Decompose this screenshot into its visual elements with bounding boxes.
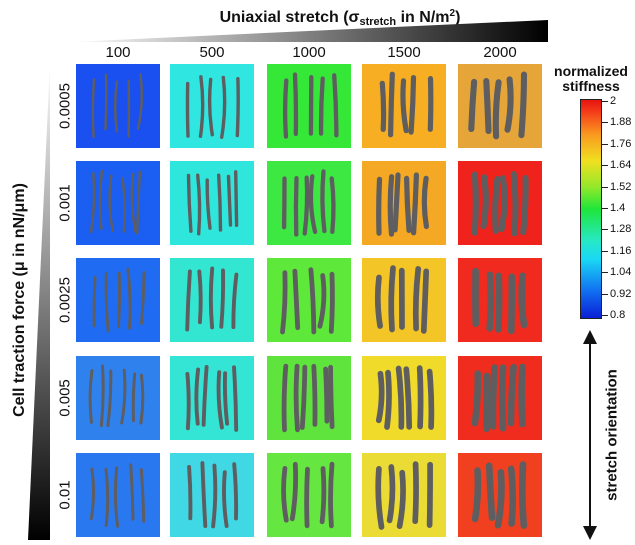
column-label: 1000: [292, 44, 326, 61]
simulation-cell: [170, 64, 254, 148]
colorbar-tick: [602, 165, 608, 167]
simulation-cell: [362, 258, 446, 342]
simulation-cell: [362, 356, 446, 440]
colorbar-tick: [602, 293, 608, 295]
colorbar-tick-label: 1.4: [610, 202, 626, 214]
row-label: 0.0005: [56, 83, 74, 129]
simulation-cell: [76, 64, 160, 148]
simulation-cell: [170, 453, 254, 537]
stretch-gradient-wedge: [70, 20, 548, 42]
simulation-cell: [170, 161, 254, 245]
colorbar-tick: [602, 143, 608, 145]
traction-gradient-wedge: [28, 62, 50, 540]
simulation-cell: [362, 453, 446, 537]
simulation-cell: [170, 356, 254, 440]
colorbar-tick: [602, 250, 608, 252]
simulation-cell: [267, 258, 351, 342]
column-label: 1500: [387, 44, 421, 61]
simulation-cell: [458, 64, 542, 148]
colorbar-tick-label: 1.64: [610, 159, 632, 172]
colorbar-tick-label: 0.92: [610, 287, 632, 300]
simulation-cell: [170, 258, 254, 342]
simulation-cell: [76, 258, 160, 342]
simulation-cell: [362, 64, 446, 148]
double-arrow-icon: [583, 330, 597, 540]
stretch-axis-title: Uniaxial stretch (σstretch in N/m2): [219, 8, 461, 28]
colorbar-tick-label: 1.76: [610, 137, 632, 150]
row-label: 0.0025: [56, 277, 74, 323]
simulation-cell: [267, 356, 351, 440]
row-label: 0.001: [56, 184, 74, 222]
colorbar-tick-label: 1.52: [610, 180, 632, 193]
colorbar-tick: [602, 229, 608, 231]
simulation-cell: [458, 161, 542, 245]
column-label: 500: [199, 44, 225, 61]
colorbar-tick: [602, 208, 608, 209]
simulation-cell: [267, 453, 351, 537]
stretch-orientation-label: stretch orientation: [603, 369, 621, 501]
colorbar-tick: [602, 272, 608, 274]
colorbar-tick: [602, 122, 608, 124]
colorbar-title: normalized stiffness: [554, 63, 628, 94]
simulation-cell: [267, 64, 351, 148]
stiffness-colorbar: [580, 99, 602, 319]
simulation-cell: [458, 453, 542, 537]
colorbar-tick-label: 1.04: [610, 266, 632, 279]
column-label: 2000: [483, 44, 517, 61]
row-label: 0.01: [56, 480, 74, 510]
row-label: 0.005: [56, 379, 74, 417]
simulation-cell: [362, 161, 446, 245]
colorbar-tick-label: 0.8: [610, 309, 626, 321]
column-label: 100: [105, 44, 131, 61]
simulation-cell: [458, 356, 542, 440]
colorbar-tick: [602, 101, 608, 102]
simulation-cell: [458, 258, 542, 342]
colorbar-tick-label: 2: [610, 95, 617, 107]
simulation-cell: [76, 356, 160, 440]
simulation-cell: [76, 161, 160, 245]
simulation-cell: [76, 453, 160, 537]
colorbar-tick-label: 1.88: [610, 116, 632, 129]
colorbar-tick: [602, 186, 608, 188]
simulation-cell: [267, 161, 351, 245]
colorbar-tick: [602, 315, 608, 316]
colorbar-tick-label: 1.28: [610, 223, 632, 236]
colorbar-tick-label: 1.16: [610, 244, 632, 257]
